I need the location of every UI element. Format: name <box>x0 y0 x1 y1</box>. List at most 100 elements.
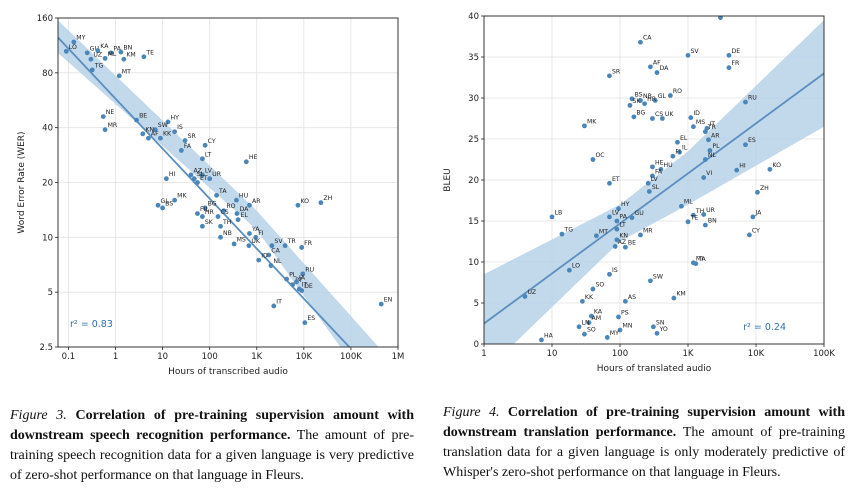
point-label: TH <box>695 208 705 215</box>
data-point <box>218 234 223 240</box>
data-point <box>253 234 259 240</box>
data-point <box>702 222 708 228</box>
data-point <box>607 73 612 79</box>
point-label: PL <box>289 272 297 279</box>
point-label: ET <box>612 176 620 183</box>
point-label: ML <box>108 51 117 58</box>
point-label: UK <box>251 238 261 245</box>
data-point <box>743 99 748 105</box>
point-label: TH <box>222 219 232 226</box>
data-point <box>690 212 696 218</box>
data-point <box>243 159 249 165</box>
data-point <box>582 331 587 337</box>
r-squared-annotation: r² = 0.83 <box>70 319 113 330</box>
point-label: LV <box>651 176 659 183</box>
point-label: NL <box>273 258 282 265</box>
point-label: SO <box>587 327 596 334</box>
point-label: UK <box>665 111 675 118</box>
point-label: FA <box>655 168 663 175</box>
data-point <box>158 135 163 141</box>
data-point <box>702 157 708 162</box>
point-label: RO <box>673 88 682 95</box>
point-label: JA <box>754 209 762 216</box>
point-label: CA <box>271 247 280 254</box>
data-point <box>685 52 691 58</box>
x-tick-label: 10K <box>748 349 765 359</box>
data-point <box>576 324 582 330</box>
data-point <box>172 129 178 135</box>
point-label: PA <box>619 214 627 221</box>
data-point <box>146 135 151 141</box>
point-label: AZ <box>618 239 626 246</box>
data-point <box>284 276 289 282</box>
x-tick-label: 1K <box>683 349 694 359</box>
point-label: SK <box>205 219 214 226</box>
data-point <box>622 244 628 250</box>
x-tick-label: 100 <box>612 349 628 359</box>
data-point <box>247 202 252 208</box>
point-label: KK <box>585 294 594 301</box>
point-label: MK <box>177 193 187 200</box>
data-point <box>118 49 124 55</box>
point-label: MI <box>696 255 703 262</box>
point-label: RU <box>305 266 314 273</box>
point-label: MS <box>696 119 705 126</box>
y-tick-label: 160 <box>37 14 53 24</box>
data-point <box>215 214 221 219</box>
y-tick-label: 30 <box>468 94 479 104</box>
data-point <box>195 180 200 185</box>
point-label: ZH <box>760 185 769 192</box>
figure-4-body: The amount of pre-training translation d… <box>443 425 845 480</box>
point-label: HY <box>621 201 630 208</box>
point-label: NB <box>223 230 232 237</box>
data-point <box>549 214 555 220</box>
point-label: HE <box>655 159 664 166</box>
point-label: BE <box>139 113 147 120</box>
data-point <box>607 214 612 220</box>
point-label: HR <box>205 209 215 216</box>
point-label: BN <box>708 218 717 225</box>
point-label: KO <box>300 198 309 205</box>
point-label: MY <box>610 330 619 337</box>
data-point <box>172 197 178 203</box>
x-tick-label: 1 <box>113 352 118 362</box>
data-point <box>221 208 227 214</box>
data-point <box>116 73 122 79</box>
data-point <box>654 70 660 75</box>
point-label: SR <box>612 68 621 75</box>
point-label: HY <box>170 114 179 121</box>
data-point <box>290 282 296 288</box>
point-label: ES <box>748 137 756 144</box>
y-tick-label: 40 <box>468 12 479 22</box>
figure-3-label: Figure 3. <box>10 408 67 423</box>
point-label: ID <box>693 110 700 117</box>
x-axis-label: Hours of transcribed audio <box>168 367 288 377</box>
data-point <box>195 211 200 216</box>
point-label: IT <box>302 282 308 289</box>
point-label: TG <box>94 62 104 69</box>
y-tick-label: 2.5 <box>39 343 53 353</box>
data-point <box>658 166 664 172</box>
data-point <box>743 142 748 148</box>
regression-line <box>484 72 824 325</box>
data-point <box>651 324 656 330</box>
point-label: ID <box>261 253 268 260</box>
point-label: HE <box>249 154 258 161</box>
data-point <box>631 114 637 120</box>
data-point <box>165 119 171 125</box>
point-label: FA <box>184 143 192 150</box>
point-label: MK <box>587 118 597 125</box>
point-label: SW <box>653 273 663 280</box>
point-label: HI <box>169 171 176 178</box>
data-point <box>638 39 643 45</box>
point-label: OC <box>595 152 604 159</box>
data-point <box>590 157 596 162</box>
data-point <box>645 180 651 186</box>
point-label: YA <box>251 226 260 233</box>
point-label: GL <box>658 93 667 100</box>
point-label: IS <box>177 124 183 131</box>
point-label: TA <box>697 256 706 263</box>
data-point <box>152 127 158 133</box>
point-label: UZ <box>527 289 536 296</box>
data-point <box>702 129 708 135</box>
